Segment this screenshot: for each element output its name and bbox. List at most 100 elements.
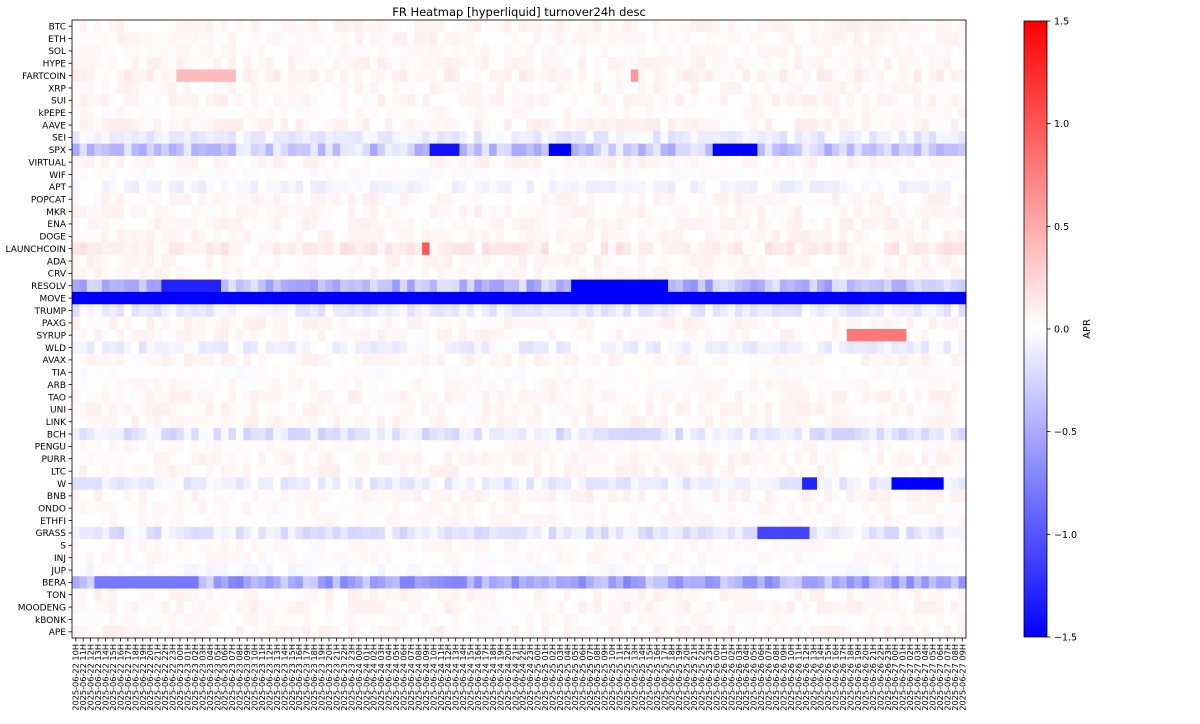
heatmap-cell [697, 502, 706, 515]
heatmap-cell [794, 502, 803, 515]
heatmap-cell [228, 155, 237, 169]
heatmap-cell [898, 180, 907, 194]
heatmap-cell [384, 193, 393, 206]
heatmap-cell [332, 180, 341, 194]
heatmap-cell [526, 69, 535, 83]
heatmap-cell [228, 205, 237, 219]
heatmap-cell [221, 415, 229, 429]
heatmap-cell [213, 254, 222, 268]
heatmap-cell [273, 242, 281, 256]
heatmap-cell [556, 477, 565, 491]
heatmap-cell [347, 415, 356, 429]
heatmap-cell [332, 304, 341, 317]
heatmap-cell [675, 131, 684, 144]
heatmap-cell [302, 514, 311, 528]
heatmap-cell [355, 403, 363, 416]
heatmap-cell [869, 94, 877, 107]
heatmap-cell [221, 205, 229, 219]
heatmap-cell [817, 267, 825, 280]
heatmap-cell [660, 452, 669, 466]
heatmap-cell [869, 69, 877, 83]
heatmap-cell [712, 366, 721, 379]
heatmap-cell [399, 242, 408, 256]
heatmap-cell [787, 390, 795, 404]
heatmap-cell [675, 205, 684, 219]
heatmap-cell [377, 193, 386, 206]
heatmap-cell [854, 143, 863, 157]
heatmap-cell [817, 230, 825, 243]
heatmap-cell [921, 366, 930, 379]
heatmap-cell [377, 118, 386, 132]
heatmap-cell [198, 143, 207, 157]
heatmap-cell [556, 180, 565, 194]
heatmap-cell [541, 291, 550, 305]
heatmap-cell [72, 427, 80, 441]
heatmap-cell [504, 205, 512, 219]
heatmap-cell [198, 20, 207, 33]
heatmap-cell [653, 155, 661, 169]
heatmap-cell [444, 366, 453, 379]
heatmap-cell [548, 155, 557, 169]
heatmap-cell [705, 32, 714, 46]
heatmap-cell [906, 44, 915, 58]
heatmap-cell [325, 415, 334, 429]
heatmap-cell [571, 143, 579, 157]
heatmap-cell [951, 32, 959, 46]
heatmap-cell [124, 403, 132, 416]
heatmap-cell [109, 230, 118, 243]
heatmap-cell [176, 403, 185, 416]
heatmap-cell [198, 526, 207, 540]
heatmap-cell [399, 168, 408, 182]
heatmap-cell [317, 489, 326, 503]
heatmap-cell [101, 254, 110, 268]
heatmap-cell [720, 254, 728, 268]
heatmap-cell [302, 291, 311, 305]
heatmap-cell [563, 353, 572, 367]
heatmap-cell [459, 118, 468, 132]
heatmap-cell [407, 502, 416, 515]
heatmap-cell [347, 502, 356, 515]
heatmap-cell [273, 440, 281, 453]
heatmap-cell [384, 94, 393, 107]
heatmap-cell [802, 44, 810, 58]
heatmap-cell [116, 526, 125, 540]
heatmap-cell [623, 44, 632, 58]
heatmap-cell [891, 242, 900, 256]
heatmap-cell [809, 44, 818, 58]
heatmap-cell [79, 477, 88, 491]
heatmap-cell [533, 131, 542, 144]
heatmap-cell [168, 378, 177, 392]
heatmap-cell [563, 415, 572, 429]
heatmap-cell [682, 217, 691, 231]
heatmap-cell [429, 242, 438, 256]
heatmap-cell [913, 440, 922, 453]
heatmap-cell [936, 415, 944, 429]
heatmap-cell [94, 477, 103, 491]
heatmap-cell [235, 316, 244, 330]
heatmap-cell [429, 464, 438, 478]
heatmap-cell [936, 69, 944, 83]
heatmap-cell [548, 304, 557, 317]
heatmap-cell [563, 464, 572, 478]
heatmap-cell [228, 20, 237, 33]
heatmap-cell [407, 452, 416, 466]
heatmap-cell [250, 291, 259, 305]
heatmap-cell [742, 514, 751, 528]
heatmap-cell [608, 168, 617, 182]
heatmap-cell [638, 378, 646, 392]
heatmap-cell [116, 291, 125, 305]
heatmap-cell [332, 143, 341, 157]
heatmap-cell [712, 230, 721, 243]
heatmap-cell [466, 464, 475, 478]
heatmap-cell [504, 279, 512, 293]
heatmap-cell [481, 69, 490, 83]
heatmap-cell [757, 353, 766, 367]
heatmap-cell [630, 329, 639, 342]
heatmap-cell [101, 32, 110, 46]
heatmap-cell [377, 180, 386, 194]
heatmap-cell [809, 254, 818, 268]
heatmap-cell [273, 304, 281, 317]
heatmap-cell [898, 32, 907, 46]
heatmap-cell [794, 304, 803, 317]
heatmap-cell [548, 81, 557, 95]
